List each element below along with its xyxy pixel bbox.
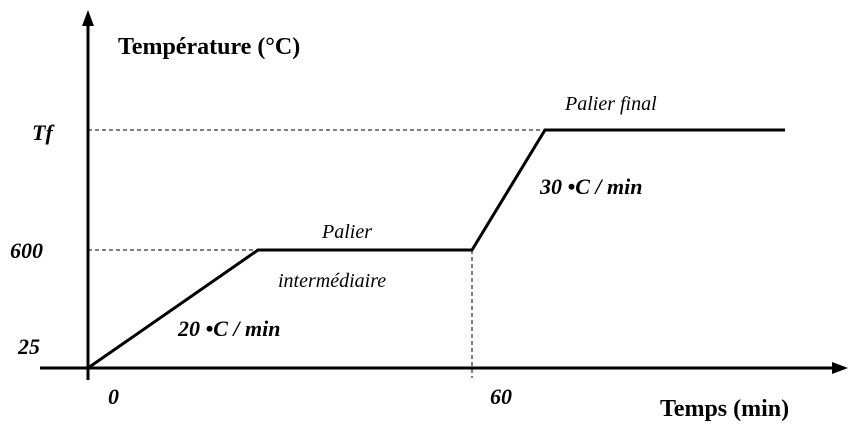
- x-label: 60: [490, 384, 512, 409]
- y-label: Tf: [32, 120, 55, 145]
- annotation: 30 •C / min: [539, 174, 642, 199]
- annotation: Palier: [321, 221, 372, 243]
- annotation: 20 •C / min: [177, 316, 280, 341]
- y-label: 600: [10, 238, 43, 263]
- annotation: Palier final: [564, 93, 657, 115]
- temperature-profile: [87, 128, 785, 370]
- y-label: 25: [17, 334, 40, 359]
- annotation: intermédiaire: [278, 270, 386, 292]
- y-arrow: [82, 10, 94, 26]
- x-label: 0: [108, 384, 119, 409]
- x-arrow: [832, 362, 848, 374]
- x-axis-title: Temps (min): [660, 396, 789, 421]
- y-axis-title: Température (°C): [118, 34, 300, 60]
